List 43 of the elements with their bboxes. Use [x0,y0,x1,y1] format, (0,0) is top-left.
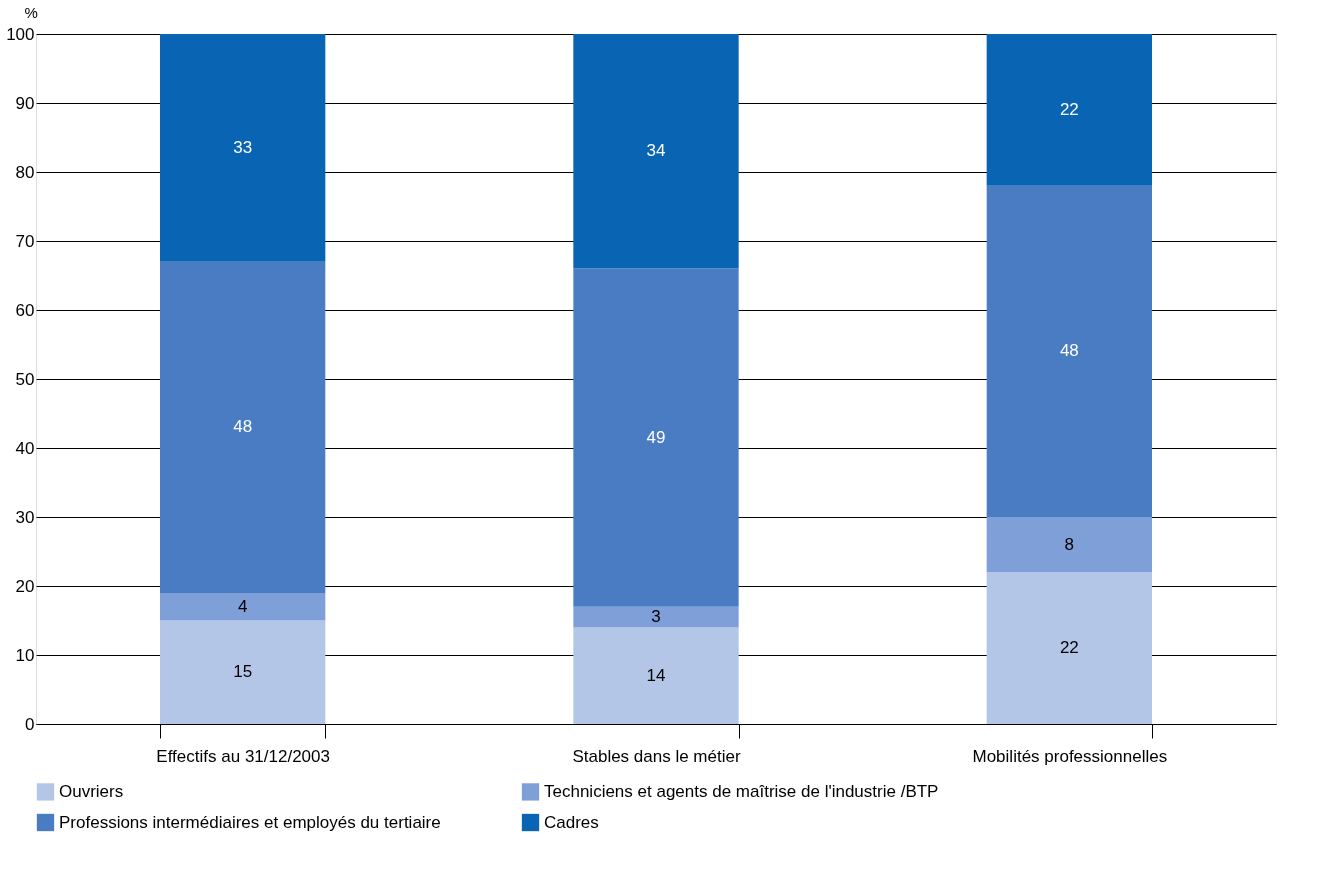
data-label: 4 [237,596,248,616]
y-tick-label: 40 [15,438,35,458]
legend-label: Professions intermédiaires et employés du tertiaire [59,812,441,832]
y-tick-label: 10 [15,645,35,665]
y-tick-label: 70 [15,231,35,251]
data-label: 48 [1059,341,1079,361]
bar [986,34,1152,186]
bar [573,34,739,269]
bar [160,261,326,593]
y-tick-label: 30 [15,507,35,527]
legend-label: Ouvriers [59,781,124,801]
x-tick-label: Mobilités professionnelles [972,746,1168,766]
y-tick-label: 20 [15,576,35,596]
data-label: 8 [1064,534,1075,554]
data-label: 3 [651,607,661,627]
legend-label: Cadres [544,812,599,832]
y-tick-label: 100 [6,24,35,44]
data-label: 15 [233,662,253,682]
data-label: 34 [646,141,666,161]
y-tick-label: 0 [25,714,35,734]
y-tick-label: 90 [15,93,35,113]
legend-label: Techniciens et agents de maîtrise de l'industrie /BTP [544,781,939,801]
y-tick-label: 50 [15,369,35,389]
bar [986,185,1152,517]
data-label: 14 [646,665,666,685]
bar [573,627,739,724]
y-tick-label: 60 [15,300,35,320]
x-tick-label: Effectifs au 31/12/2003 [156,746,330,766]
data-label: 22 [1059,638,1079,658]
bar [986,572,1152,724]
bar [160,34,326,262]
data-label: 48 [233,417,253,437]
data-label: 49 [646,427,666,447]
bar [160,592,326,621]
bar [160,620,326,724]
bar [573,268,739,607]
bar [986,517,1152,573]
data-label: 22 [1059,99,1079,119]
x-tick-label: Stables dans le métier [572,746,741,766]
data-label: 33 [233,137,253,157]
bar [573,606,739,628]
y-axis-title: % [24,3,38,21]
y-tick-label: 80 [15,162,35,182]
